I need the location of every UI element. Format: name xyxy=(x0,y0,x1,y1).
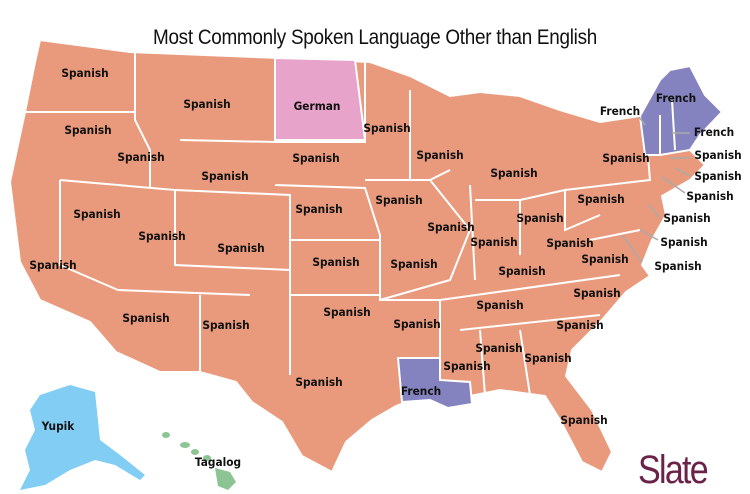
language-label: French xyxy=(599,104,641,118)
language-label: Spanish xyxy=(560,413,608,427)
language-label: Spanish xyxy=(443,359,491,373)
language-label: Spanish xyxy=(470,235,518,249)
contiguous-us-spanish xyxy=(8,38,724,474)
leader-lines xyxy=(621,116,691,263)
language-label: Spanish xyxy=(546,236,594,250)
vermont-new-hampshire-maine-french xyxy=(638,64,724,156)
language-label: French xyxy=(693,125,735,139)
language-label: French xyxy=(655,91,697,105)
language-label: Spanish xyxy=(217,241,265,255)
language-label: Spanish xyxy=(416,148,464,162)
language-label: Spanish xyxy=(427,220,475,234)
language-label: Tagalog xyxy=(194,455,242,469)
language-label: Spanish xyxy=(663,211,711,225)
language-label: Spanish xyxy=(122,311,170,325)
language-label: Spanish xyxy=(375,193,423,207)
language-label: Spanish xyxy=(202,318,250,332)
language-label: Spanish xyxy=(292,151,340,165)
language-label: Spanish xyxy=(694,148,742,162)
language-label: Spanish xyxy=(516,211,564,225)
language-label: Spanish xyxy=(660,235,708,249)
language-label: Spanish xyxy=(61,66,109,80)
language-label: Spanish xyxy=(312,255,360,269)
hawaii-tagalog xyxy=(162,432,236,490)
language-label: Spanish xyxy=(581,252,629,266)
language-label: Spanish xyxy=(498,264,546,278)
language-label: Spanish xyxy=(602,151,650,165)
north-dakota-german xyxy=(274,56,367,141)
language-label: Spanish xyxy=(475,341,523,355)
language-label: German xyxy=(293,99,341,113)
language-label: Spanish xyxy=(490,166,538,180)
state-borders xyxy=(20,52,652,396)
map-title: Most Commonly Spoken Language Other than… xyxy=(152,26,598,49)
language-label: Spanish xyxy=(363,121,411,135)
language-label: Spanish xyxy=(183,97,231,111)
language-label: Spanish xyxy=(64,123,112,137)
slate-logo: Slate xyxy=(638,448,709,492)
alaska-yupik xyxy=(20,385,145,490)
language-label: Yupik xyxy=(41,419,75,433)
language-label: Spanish xyxy=(117,150,165,164)
language-label: Spanish xyxy=(323,305,371,319)
language-label: Spanish xyxy=(573,286,621,300)
language-label: Spanish xyxy=(686,189,734,203)
language-label: Spanish xyxy=(390,257,438,271)
language-label: Spanish xyxy=(201,169,249,183)
language-label: French xyxy=(400,384,442,398)
language-label: Spanish xyxy=(654,259,702,273)
language-label: Spanish xyxy=(29,258,77,272)
language-label: Spanish xyxy=(577,192,625,206)
language-label: Spanish xyxy=(524,351,572,365)
language-label: Spanish xyxy=(556,318,604,332)
language-label: Spanish xyxy=(138,229,186,243)
language-label: Spanish xyxy=(694,169,742,183)
language-label: Spanish xyxy=(393,317,441,331)
vt-nh-border xyxy=(659,99,676,155)
louisiana-french xyxy=(396,357,474,410)
language-label: Spanish xyxy=(295,375,343,389)
language-label: Spanish xyxy=(73,207,121,221)
language-label: Spanish xyxy=(476,298,524,312)
language-label: Spanish xyxy=(295,202,343,216)
